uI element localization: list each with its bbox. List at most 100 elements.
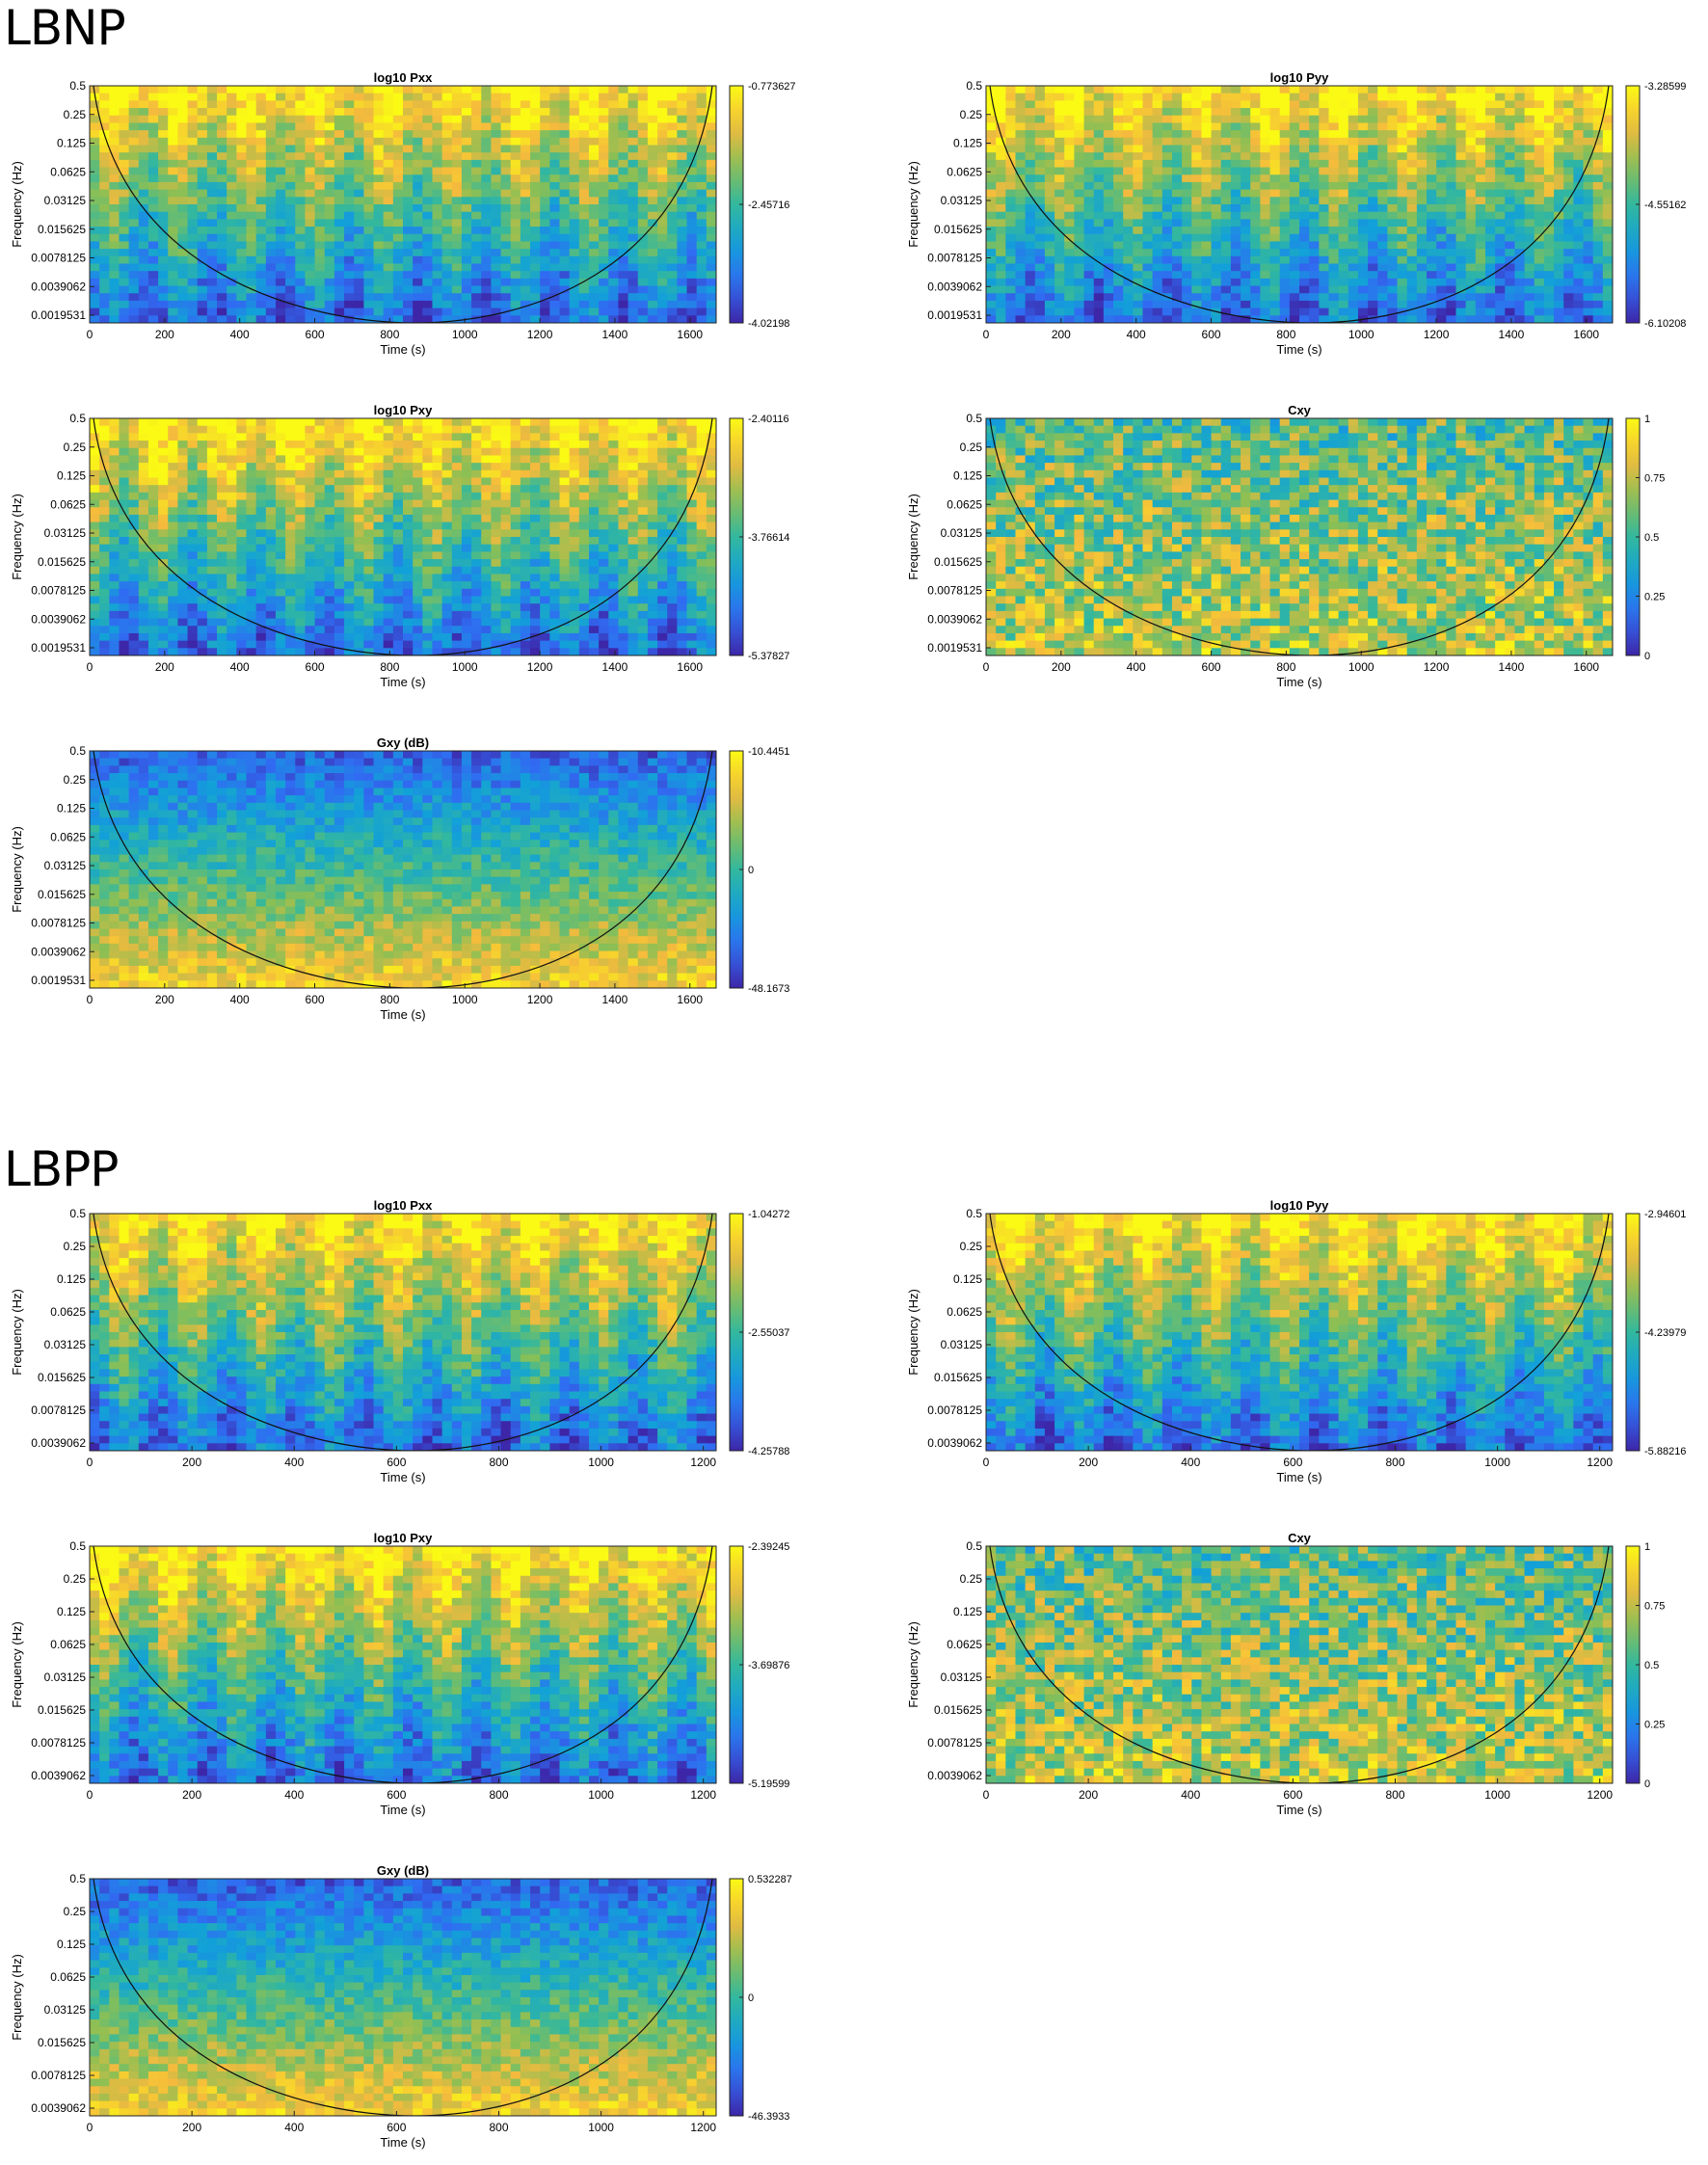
chart-1-cell	[1171, 181, 1183, 191]
chart-1-cell	[1348, 271, 1359, 280]
chart-1-cell	[1241, 174, 1251, 183]
chart-0-cell	[236, 108, 248, 117]
chart-0-cell	[392, 255, 404, 265]
chart-0-cell	[432, 249, 443, 257]
chart-0-cell	[324, 197, 335, 205]
chart-0-cell	[344, 227, 355, 235]
chart-1-cell	[1495, 122, 1506, 131]
chart-2-cell	[295, 499, 307, 508]
chart-0-cell	[275, 204, 286, 213]
chart-2-cell	[481, 425, 493, 434]
chart-1-cell	[1201, 145, 1213, 153]
chart-1-cell	[1573, 108, 1585, 117]
chart-1-cell	[1328, 255, 1340, 265]
chart-0-cell	[627, 278, 639, 287]
chart-0-cell	[197, 181, 208, 191]
chart-1-cell	[1357, 241, 1369, 250]
chart-0-cell	[236, 219, 248, 227]
chart-0-cell	[90, 249, 100, 257]
chart-1-cell	[1505, 211, 1516, 220]
chart-0-cell	[686, 145, 698, 153]
chart-0-cell	[491, 219, 502, 227]
chart-2-cell	[255, 463, 267, 471]
chart-1-cell	[1123, 300, 1134, 309]
chart-1-cell	[1357, 167, 1369, 175]
chart-0-cell	[227, 255, 237, 265]
chart-0-cell	[158, 300, 169, 309]
chart-1-cell	[1406, 233, 1418, 243]
chart-0-cell	[510, 174, 521, 183]
chart-0-cell	[363, 300, 375, 309]
chart-1-cell	[1103, 93, 1114, 101]
chart-0-cell	[510, 227, 521, 235]
chart-0-cell	[481, 181, 493, 191]
chart-0-cell	[158, 130, 169, 139]
chart-2-cell	[599, 425, 609, 434]
chart-0-cell	[128, 86, 140, 94]
chart-2-cell	[168, 477, 179, 486]
chart-1-cell	[1524, 293, 1535, 302]
chart-2-cell	[197, 433, 208, 441]
chart-1-cell	[1319, 145, 1330, 153]
chart-1-cell	[1455, 130, 1467, 139]
chart-0-cell	[197, 93, 208, 101]
chart-0-cell	[147, 278, 159, 287]
chart-0-cell	[255, 204, 267, 213]
chart-1-cell	[1602, 93, 1613, 101]
chart-2-cell	[363, 477, 375, 486]
chart-1-cell	[1015, 249, 1027, 257]
chart-1-cell	[1123, 263, 1134, 272]
chart-0-cell	[471, 122, 482, 131]
chart-1-cell	[1475, 249, 1486, 257]
chart-1-cell	[1446, 108, 1457, 117]
chart-2-cell	[90, 507, 100, 516]
chart-1-cell	[1475, 315, 1486, 323]
chart-0-cell	[491, 100, 502, 109]
chart-1-cell	[1289, 181, 1300, 191]
chart-1-cell	[1543, 122, 1555, 131]
chart-1-cell	[1602, 152, 1613, 161]
chart-0-cell	[187, 293, 199, 302]
chart-1-cell	[1103, 249, 1114, 257]
chart-1-cell	[1416, 211, 1428, 220]
chart-1-cell	[1524, 122, 1535, 131]
chart-1-cell	[1103, 108, 1114, 117]
chart-0-cell	[569, 300, 580, 309]
chart-1-cell	[1368, 100, 1378, 109]
chart-0-cell	[177, 181, 189, 191]
chart-1-cell	[1034, 108, 1046, 117]
chart-0-cell	[147, 167, 159, 175]
chart-0-cell	[138, 233, 149, 243]
chart-0-cell	[657, 137, 668, 147]
chart-1-cell	[1191, 271, 1203, 280]
chart-1-cell	[1171, 249, 1183, 257]
chart-1-cell	[1142, 130, 1154, 139]
chart-1-cell	[1064, 241, 1076, 250]
chart-2-cell	[275, 507, 286, 516]
chart-2-cell	[99, 441, 110, 449]
chart-1-cell	[1171, 152, 1183, 161]
chart-0-cell	[599, 108, 609, 117]
chart-0-cell	[618, 241, 629, 250]
chart-0-cell	[588, 197, 600, 205]
chart-1-cell	[1348, 293, 1359, 302]
chart-2-cell	[569, 469, 580, 479]
chart-1-cell	[1427, 300, 1437, 309]
chart-1-cell	[1074, 263, 1085, 272]
chart-0-cell	[461, 300, 472, 309]
chart-0-cell	[618, 233, 629, 243]
chart-1-cell	[1171, 241, 1183, 250]
chart-1-cell	[1495, 86, 1506, 94]
chart-1-cell	[1446, 278, 1457, 287]
chart-1-cell	[1495, 263, 1506, 272]
chart-0-cell	[197, 115, 208, 124]
chart-1-cell	[1123, 278, 1134, 287]
chart-1-cell	[1054, 233, 1065, 243]
chart-1-cell	[1093, 152, 1105, 161]
chart-1-cell	[1005, 204, 1017, 213]
chart-1-cell	[1054, 181, 1065, 191]
chart-1-cell	[1465, 219, 1477, 227]
chart-1-cell	[1005, 174, 1017, 183]
chart-1-cell	[1103, 241, 1114, 250]
chart-0-cell	[177, 315, 189, 323]
